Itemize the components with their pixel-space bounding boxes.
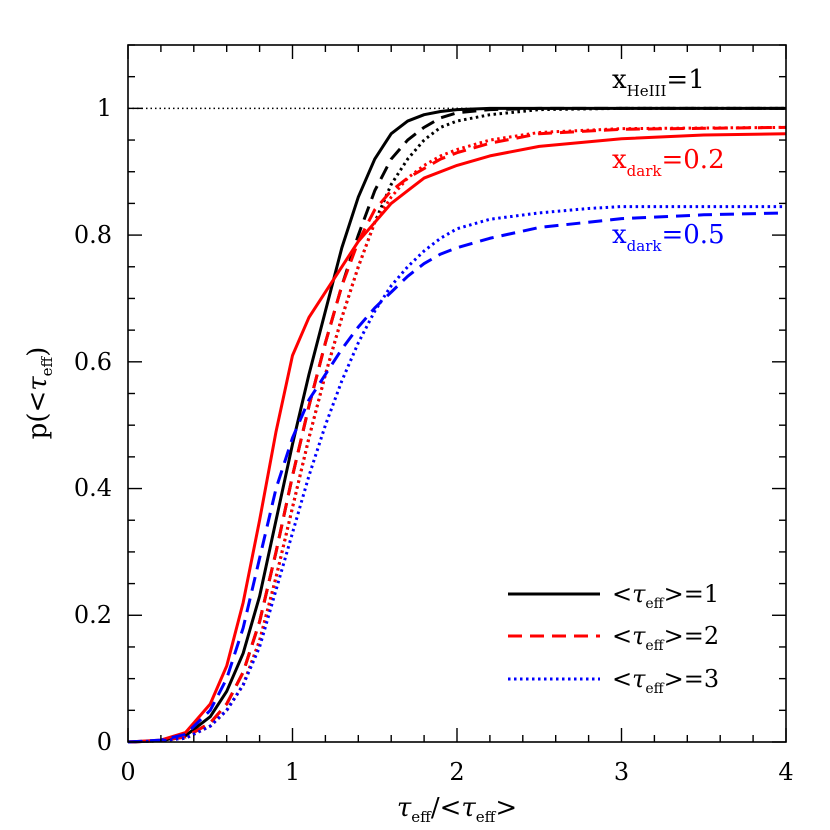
annotation-x: x — [612, 145, 627, 175]
x-axis-close: > — [495, 793, 517, 823]
x-tick-label: 0 — [120, 758, 135, 786]
legend-sub: eff — [645, 638, 664, 654]
annotation-sub: dark — [627, 237, 663, 255]
y-tick-label: 1 — [97, 94, 112, 122]
legend-tau: τ — [632, 622, 646, 650]
annotation-x: x — [612, 220, 627, 250]
annotation-x-dark-0-2: xdark=0.2 — [612, 145, 725, 180]
series-line-x-heiii-1-tau2 — [127, 106, 786, 744]
series-line-x-dark-0-2-tau1 — [127, 132, 787, 744]
y-axis-title: p(<τeff) — [23, 347, 56, 440]
legend-post: >=3 — [664, 665, 720, 693]
y-tick-labels: 0 0.2 0.4 0.6 0.8 1 — [74, 94, 112, 756]
legend: <τeff>=1 <τeff>=2 <τeff>=3 — [508, 580, 719, 697]
plot-frame — [127, 44, 787, 743]
legend-post: >=1 — [664, 580, 720, 608]
legend-tau: τ — [632, 665, 646, 693]
legend-label-tau-2: <τeff>=2 — [612, 622, 719, 654]
y-tick-label: 0.2 — [74, 601, 112, 629]
x-axis-sub: eff — [411, 808, 432, 826]
x-axis-slash: /< — [431, 793, 462, 823]
annotation-value: =0.2 — [661, 145, 724, 175]
y-tick-label: 0.4 — [74, 474, 112, 502]
x-axis-tau2: τ — [461, 793, 476, 823]
x-axis-title: τeff/<τeff> — [397, 793, 517, 826]
series-layer — [127, 106, 787, 744]
annotation-x-heiii: xHeIII=1 — [612, 65, 705, 100]
x-tick-labels: 0 1 2 3 4 — [120, 758, 793, 786]
series-line-x-dark-0-5-tau2 — [127, 211, 787, 744]
legend-post: >=2 — [664, 622, 720, 650]
legend-sub: eff — [645, 681, 664, 697]
x-tick-label: 3 — [614, 758, 629, 786]
x-tick-label: 1 — [285, 758, 300, 786]
annotation-value: =0.5 — [661, 220, 724, 250]
legend-pre: < — [612, 622, 632, 650]
x-axis-tau: τ — [397, 793, 412, 823]
x-tick-label: 4 — [778, 758, 793, 786]
series-line-x-heiii-1-tau1 — [127, 106, 786, 744]
annotation-x: x — [612, 65, 627, 95]
legend-label-tau-1: <τeff>=1 — [612, 580, 719, 612]
legend-pre: < — [612, 580, 632, 608]
legend-label-tau-3: <τeff>=3 — [612, 665, 719, 697]
y-tick-label: 0 — [97, 728, 112, 756]
legend-tau: τ — [632, 580, 646, 608]
series-line-x-dark-0-5-tau3 — [127, 205, 786, 744]
y-axis-close: ) — [23, 347, 53, 357]
annotation-sub: HeIII — [627, 82, 667, 100]
y-tick-label: 0.6 — [74, 348, 112, 376]
legend-pre: < — [612, 665, 632, 693]
y-axis-tau: τ — [23, 376, 53, 391]
x-axis-sub2: eff — [476, 808, 497, 826]
x-tick-label: 2 — [449, 758, 464, 786]
annotation-x-dark-0-5: xdark=0.5 — [612, 220, 725, 255]
legend-sub: eff — [645, 596, 664, 612]
annotation-value: =1 — [666, 65, 704, 95]
y-axis-sub: eff — [38, 355, 56, 376]
annotation-sub: dark — [627, 162, 663, 180]
y-tick-label: 0.8 — [74, 221, 112, 249]
y-axis-p: p(< — [23, 391, 53, 440]
